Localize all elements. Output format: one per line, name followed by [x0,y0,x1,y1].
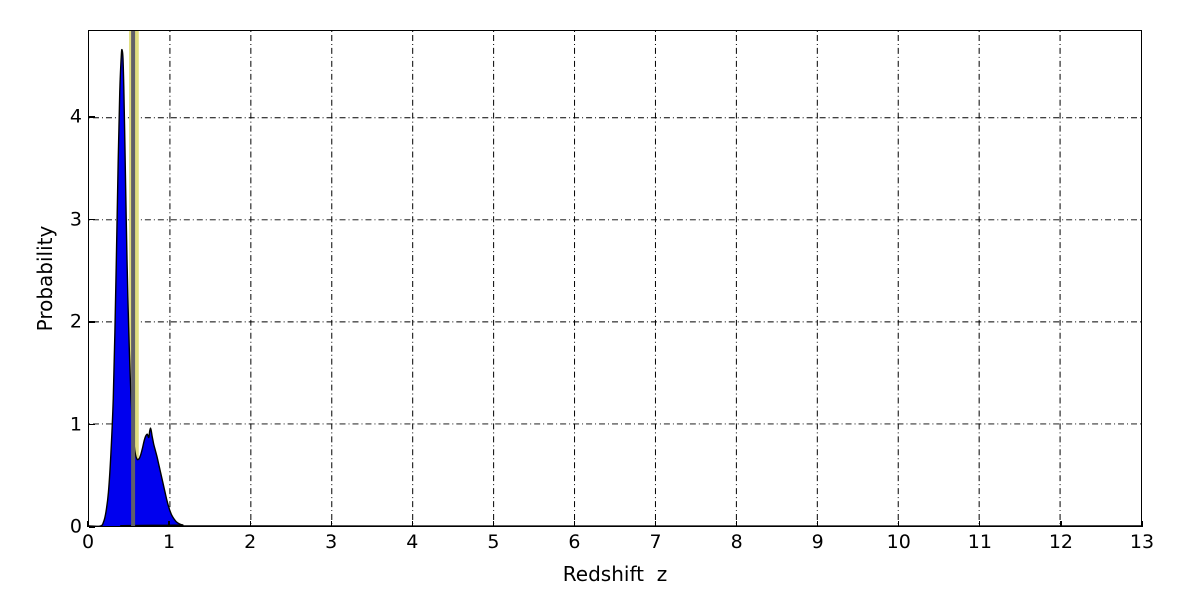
x-tick-label: 4 [406,531,419,553]
x-tick-mark [1141,521,1143,527]
y-tick-mark [89,321,95,323]
x-tick-label: 13 [1129,531,1155,553]
y-tick-label: 0 [69,515,82,538]
x-tick-mark [87,521,89,527]
plot-svg [89,31,1141,526]
x-tick-mark [168,521,170,527]
x-tick-label: 8 [730,531,743,553]
x-tick-mark [249,521,251,527]
x-tick-label: 0 [81,531,95,553]
x-tick-mark [492,521,495,527]
x-tick-label: 7 [649,531,662,553]
y-tick-mark [89,423,95,426]
x-tick-mark [898,521,900,527]
plot-area [88,30,1142,527]
x-tick-label: 1 [163,531,176,553]
x-tick-label: 12 [1048,531,1074,553]
x-axis-label: Redshift z [562,562,668,586]
series-fill-0 [89,49,1141,526]
y-tick-mark [89,116,95,118]
y-tick-label: 3 [69,208,82,231]
x-tick-mark [735,521,738,527]
y-tick-mark [89,218,95,221]
x-tick-mark [817,521,819,527]
x-tick-mark [1060,521,1062,527]
x-tick-label: 3 [325,531,338,553]
y-tick-label: 1 [69,413,82,436]
x-tick-mark [411,521,413,527]
y-tick-label: 2 [69,310,82,333]
x-tick-mark [979,521,981,527]
x-tick-label: 6 [568,531,581,553]
x-tick-mark [654,521,657,527]
x-tick-label: 10 [886,531,911,553]
x-tick-label: 5 [487,531,500,553]
series-outline-0 [89,48,1141,526]
x-tick-label: 11 [967,531,992,553]
x-tick-mark [573,521,576,527]
gridlines [89,31,1141,526]
y-tick-label: 4 [69,105,82,128]
y-tick-mark [89,526,95,528]
y-axis-label: Probability [33,225,57,332]
x-tick-mark [330,521,332,527]
x-tick-label: 2 [244,531,257,553]
x-tick-label: 9 [811,531,824,553]
